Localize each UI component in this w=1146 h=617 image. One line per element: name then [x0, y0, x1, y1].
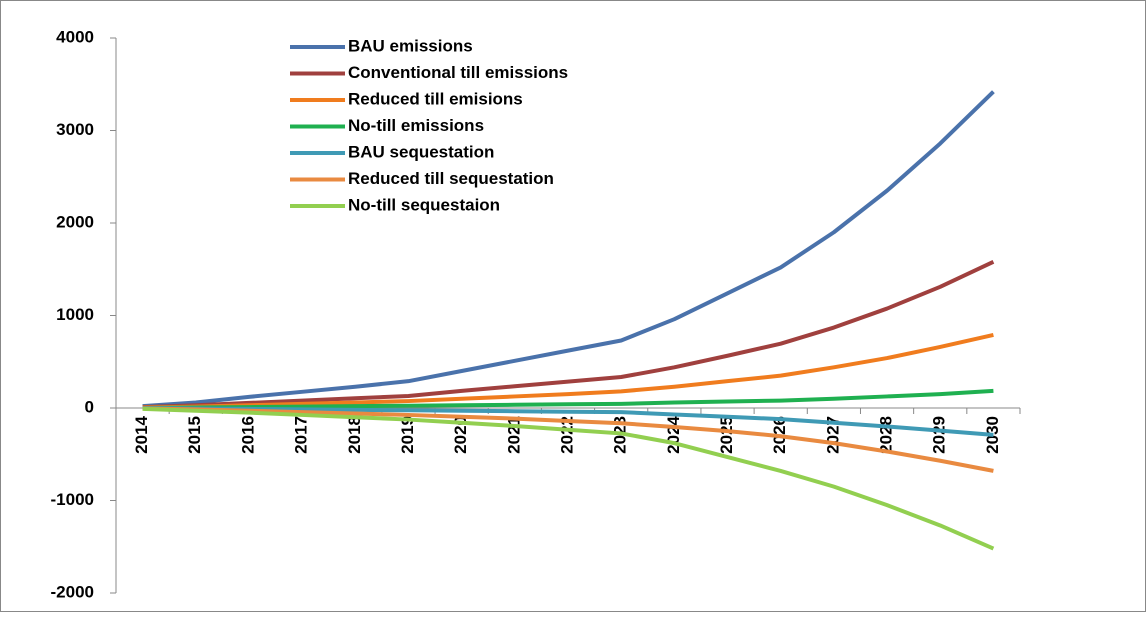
x-tick-label: 2018: [345, 416, 364, 454]
legend-label: No-till emissions: [348, 116, 484, 135]
series-line: [142, 406, 994, 473]
y-tick-label: -1000: [51, 490, 94, 509]
legend-label: BAU emissions: [348, 36, 473, 55]
y-tick-label: 0: [85, 397, 94, 416]
x-tick-label: 2029: [930, 416, 949, 454]
series-line: [142, 406, 994, 437]
x-tick-label: 2019: [398, 416, 417, 454]
x-tick-label: 2024: [664, 415, 683, 453]
x-tick-label: 2014: [132, 415, 151, 453]
x-tick-label: 2022: [557, 416, 576, 454]
x-tick-label: 2017: [292, 416, 311, 454]
series-line: [142, 388, 994, 410]
legend-label: BAU sequestation: [348, 142, 494, 161]
series-line: [142, 260, 995, 410]
series-line: [142, 90, 995, 409]
legend-label: Reduced till emisions: [348, 89, 523, 108]
x-tick-label: 2016: [238, 416, 257, 454]
legend-label: Reduced till sequestation: [348, 169, 554, 188]
x-tick-label: 2015: [185, 416, 204, 454]
y-tick-label: -2000: [51, 582, 94, 601]
y-tick-label: 2000: [56, 212, 94, 231]
legend-label: No-till sequestaion: [348, 195, 500, 214]
y-tick-label: 1000: [56, 305, 94, 324]
y-tick-label: 4000: [56, 27, 94, 46]
x-tick-label: 2028: [877, 416, 896, 454]
x-tick-label: 2020: [451, 416, 470, 454]
series-line: [142, 332, 994, 410]
series-line: [142, 406, 995, 551]
x-tick-label: 2025: [717, 416, 736, 454]
x-tick-label: 2021: [504, 416, 523, 454]
legend-label: Conventional till emissions: [348, 63, 568, 82]
y-tick-label: 3000: [56, 120, 94, 139]
